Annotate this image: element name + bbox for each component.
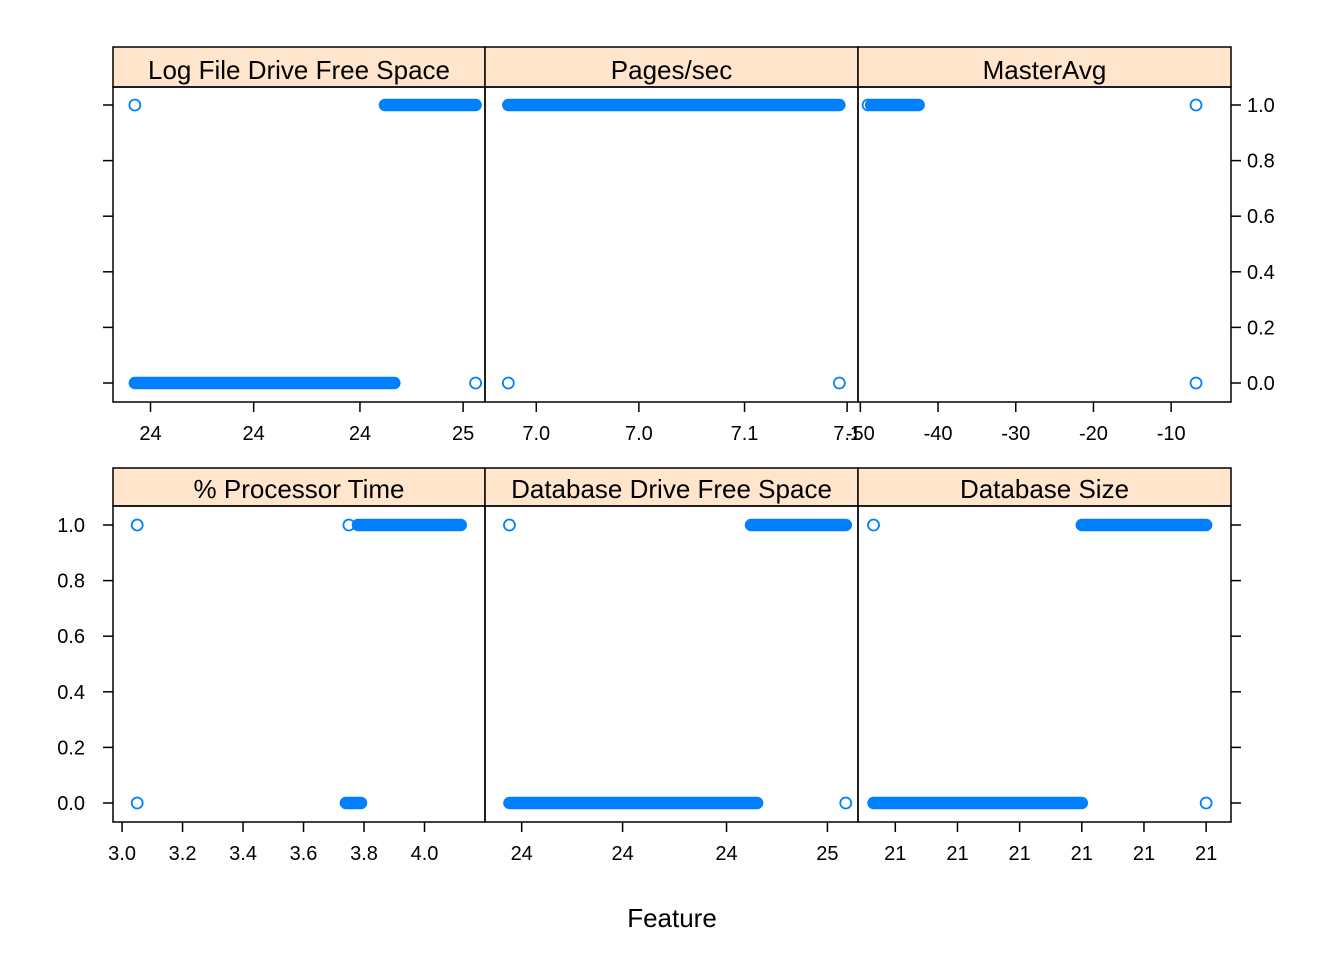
y-tick-label: 0.6 [1247, 206, 1275, 228]
y-tick-label: 0.8 [57, 571, 85, 593]
panel-5: Database Drive Free Space 24 24 24 25 [484, 467, 859, 865]
data-point [469, 376, 483, 390]
panel-strip [112, 467, 486, 507]
x-tick-label: 24 [511, 843, 533, 865]
x-tick-label: 3.2 [169, 843, 197, 865]
y-tick-label: 0.0 [57, 793, 85, 815]
panel-3: MasterAvg -50 -40 -30 -20 -10 0.0 0.2 0.4 0.6 0.8 1… [846, 46, 1275, 445]
y-tick-label: 0.2 [57, 737, 85, 759]
panel-strip [857, 46, 1232, 88]
x-tick-label: -10 [1157, 423, 1186, 445]
x-tick-label: 25 [816, 843, 838, 865]
x-tick-label: -20 [1079, 423, 1108, 445]
x-tick-label: 24 [611, 843, 633, 865]
panel-frame [484, 86, 859, 403]
y-tick-label: 0.8 [1247, 151, 1275, 173]
data-point [1189, 376, 1203, 390]
data-point [501, 376, 515, 390]
panel-frame [484, 505, 859, 823]
data-point [861, 98, 875, 112]
panel-4: % Processor Time 3.0 3.2 3.4 3.6 3.8 4.0 0.0 0.2… [57, 467, 486, 865]
x-tick-label: 24 [139, 423, 161, 445]
panel-1: Log File Drive Free Space 24 24 24 25 [103, 46, 486, 445]
y-tick-label: 1.0 [1247, 95, 1275, 117]
x-tick-label: 4.0 [411, 843, 439, 865]
data-point [130, 796, 144, 810]
panel-title: MasterAvg [983, 55, 1107, 85]
data-point [1189, 98, 1203, 112]
x-tick-label: -50 [846, 423, 875, 445]
panel-2: Pages/sec 7.0 7.0 7.1 7.1 [484, 46, 861, 445]
x-tick-label: 21 [1133, 843, 1155, 865]
panel-title: % Processor Time [194, 474, 405, 504]
x-tick-label: 3.0 [108, 843, 136, 865]
x-tick-label: 24 [243, 423, 265, 445]
data-point [1199, 796, 1213, 810]
y-tick-label: 0.0 [1247, 373, 1275, 395]
panel-frame [112, 505, 486, 823]
data-point [130, 518, 144, 532]
panels-group: Log File Drive Free Space 24 24 24 25 Pages/s… [57, 46, 1275, 865]
x-tick-label: 7.1 [833, 423, 861, 445]
x-tick-label: 7.0 [522, 423, 550, 445]
x-tick-label: -40 [924, 423, 953, 445]
x-tick-label: 3.8 [350, 843, 378, 865]
x-tick-label: 21 [1009, 843, 1031, 865]
x-tick-label: 3.4 [229, 843, 257, 865]
data-point [342, 518, 356, 532]
x-axis-label: Feature [627, 903, 717, 933]
panel-title: Database Size [960, 474, 1129, 504]
x-tick-label: 7.1 [731, 423, 759, 445]
panel-6: Database Size 21 21 21 21 21 21 [857, 467, 1241, 865]
x-tick-label: 21 [1195, 843, 1217, 865]
panel-title: Log File Drive Free Space [148, 55, 450, 85]
data-point [832, 376, 846, 390]
panel-title: Pages/sec [611, 55, 732, 85]
x-tick-label: 21 [1071, 843, 1093, 865]
y-tick-label: 0.4 [57, 682, 85, 704]
data-point [839, 796, 853, 810]
panel-strip [484, 46, 859, 88]
y-tick-label: 0.4 [1247, 262, 1275, 284]
data-point [867, 518, 880, 532]
y-tick-label: 0.6 [57, 626, 85, 648]
x-tick-label: 24 [349, 423, 371, 445]
y-tick-label: 0.2 [1247, 317, 1275, 339]
panel-frame [857, 86, 1232, 403]
x-tick-label: 25 [452, 423, 474, 445]
x-tick-label: 21 [946, 843, 968, 865]
panel-strip [857, 467, 1232, 507]
x-tick-label: 3.6 [290, 843, 318, 865]
x-tick-label: 7.0 [625, 423, 653, 445]
y-tick-label: 1.0 [57, 515, 85, 537]
panel-title: Database Drive Free Space [511, 474, 832, 504]
panel-frame [112, 86, 486, 403]
data-point [503, 518, 516, 532]
x-tick-label: -30 [1001, 423, 1030, 445]
panel-frame [857, 505, 1232, 823]
data-point [128, 98, 142, 112]
x-tick-label: 24 [715, 843, 737, 865]
panel-strip [112, 46, 486, 88]
x-tick-label: 21 [884, 843, 906, 865]
